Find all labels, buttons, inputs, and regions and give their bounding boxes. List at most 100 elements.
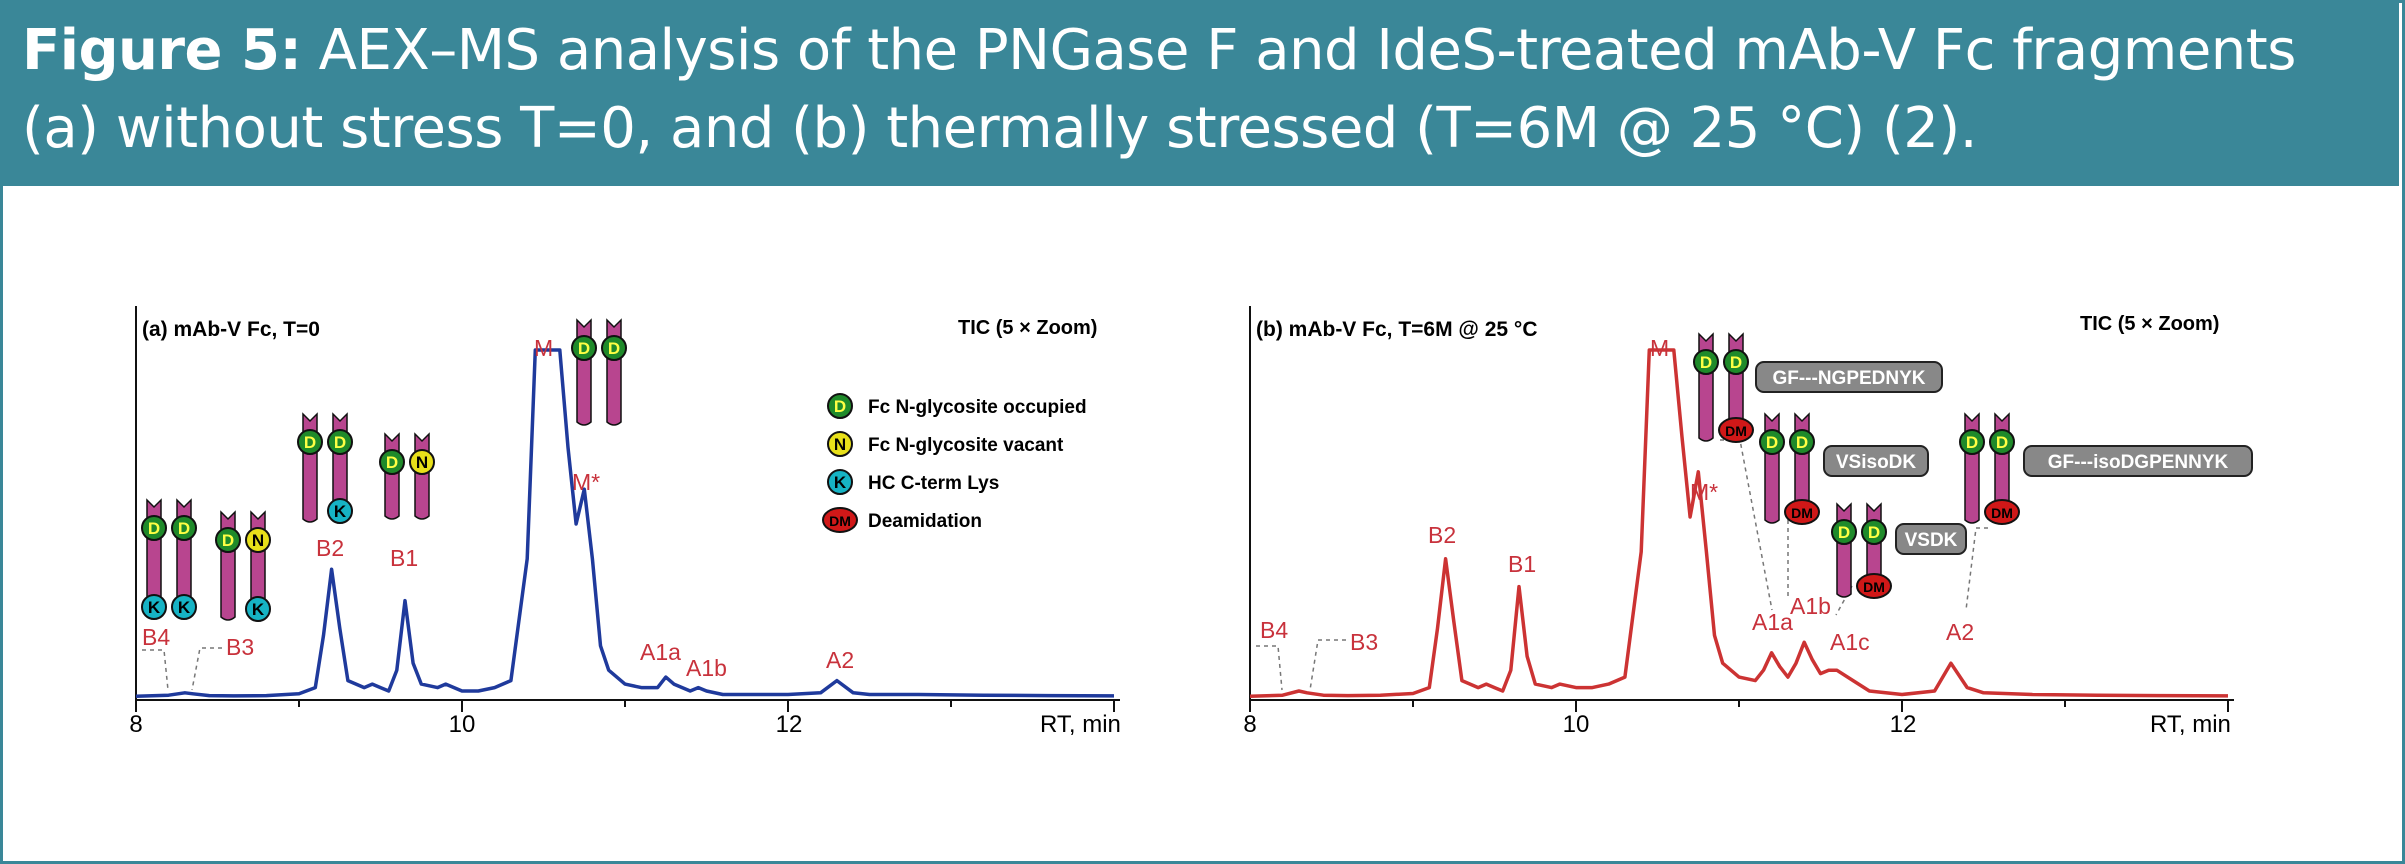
peak-label-mstar-a: M* — [572, 469, 600, 495]
a1a-leader-b — [1720, 439, 1773, 611]
glycan-marker-d — [571, 335, 597, 361]
glycan-marker-letter: D — [178, 519, 190, 538]
figure-caption-text: AEX–MS analysis of the PNGase F and IdeS… — [22, 18, 2296, 161]
glycan-marker-letter: D — [1996, 433, 2008, 452]
glycan-marker-dm — [1718, 417, 1754, 443]
peptide-label: GF---isoDGPENNYK — [2048, 452, 2229, 473]
fc-chain-bar — [384, 432, 400, 520]
glycan-marker-letter: DM — [1791, 505, 1813, 521]
glycan-marker-letter: D — [1868, 523, 1880, 542]
peak-label-b3-a: B3 — [226, 634, 254, 660]
glycan-marker-d — [379, 449, 405, 475]
panel-a-xtick-10: 10 — [449, 711, 476, 738]
peak-label-m-a: M — [534, 335, 553, 361]
glycan-marker-letter: D — [1966, 433, 1978, 452]
glycan-marker-d — [327, 429, 353, 455]
peak-label-m-b: M — [1650, 335, 1669, 361]
panel-b: (b) mAb-V Fc, T=6M @ 25 °C TIC (5 × Zoom… — [1243, 306, 2253, 738]
glycan-marker-n — [245, 527, 271, 553]
glycan-marker-d — [171, 515, 197, 541]
glycan-marker-letter: D — [334, 433, 346, 452]
panel-b-xtick-8: 8 — [1243, 711, 1256, 738]
peak-label-a1b-a: A1b — [686, 655, 727, 681]
glycan-marker-d — [827, 393, 853, 419]
glycan-marker-letter: DM — [829, 513, 851, 529]
glycan-marker-letter: D — [1766, 433, 1778, 452]
peak-label-b2-b: B2 — [1428, 522, 1456, 548]
panel-b-note: TIC (5 × Zoom) — [2080, 313, 2219, 335]
panel-b-trace — [1249, 348, 2229, 699]
peak-label-a1c-b: A1c — [1830, 629, 1870, 655]
glycan-marker-letter: D — [578, 339, 590, 358]
glycan-marker-d — [1831, 519, 1857, 545]
legend-item-text: Deamidation — [868, 511, 982, 532]
panel-a-xtick-12: 12 — [776, 711, 803, 738]
glycan-marker-letter: K — [178, 598, 191, 617]
glycan-marker-d — [1759, 429, 1785, 455]
glycan-marker-d — [1989, 429, 2015, 455]
glycan-marker-letter: D — [386, 453, 398, 472]
a2-leader-b — [1965, 527, 1988, 611]
peak-label-a1a-b: A1a — [1752, 609, 1793, 635]
a1c-leader-b — [1835, 585, 1853, 616]
glycan-marker-letter: K — [148, 598, 161, 617]
glycan-marker-dm — [1984, 499, 2020, 525]
b4-leader-a — [142, 649, 169, 691]
panel-a-xtick-8: 8 — [129, 711, 142, 738]
glycan-marker-dm — [1784, 499, 1820, 525]
panel-a-xlabel: RT, min — [1040, 711, 1121, 738]
glycan-marker-letter: D — [1796, 433, 1808, 452]
glycan-marker-k — [141, 594, 167, 620]
glycan-marker-dm — [1856, 573, 1892, 599]
glycan-marker-d — [1959, 429, 1985, 455]
glycan-marker-d — [1693, 349, 1719, 375]
peptide-label-box — [1755, 361, 1943, 393]
panel-a-note: TIC (5 × Zoom) — [958, 317, 1097, 339]
glycan-marker-letter: D — [304, 433, 316, 452]
glycan-marker-d — [601, 335, 627, 361]
peak-label-a2-b: A2 — [1946, 619, 1974, 645]
peak-label-mstar-b: M* — [1690, 479, 1718, 505]
glycan-marker-letter: D — [834, 397, 846, 416]
b3-leader-b — [1309, 639, 1346, 691]
glycan-marker-letter: K — [834, 473, 847, 492]
legend-item-text: HC C-term Lys — [868, 473, 999, 494]
peptide-label-box — [1823, 445, 1929, 477]
glycan-marker-letter: K — [334, 502, 347, 521]
peak-label-a2-a: A2 — [826, 647, 854, 673]
legend-item-text: Fc N-glycosite vacant — [868, 435, 1064, 456]
glycan-marker-letter: K — [252, 600, 265, 619]
fc-chain-bar — [1836, 502, 1852, 598]
panel-b-title: (b) mAb-V Fc, T=6M @ 25 °C — [1256, 318, 1538, 341]
peak-label-b1-b: B1 — [1508, 551, 1536, 577]
peptide-label-box — [2023, 445, 2253, 477]
glycan-marker-n — [409, 449, 435, 475]
glycan-marker-letter: D — [1700, 353, 1712, 372]
glycan-marker-letter: DM — [1863, 579, 1885, 595]
panel-b-xtick-10: 10 — [1563, 711, 1590, 738]
glycan-marker-k — [327, 498, 353, 524]
peak-label-b3-b: B3 — [1350, 629, 1378, 655]
glycan-marker-letter: N — [252, 531, 264, 550]
glycan-marker-d — [297, 429, 323, 455]
glycan-marker-d — [215, 527, 241, 553]
glycan-marker-letter: D — [148, 519, 160, 538]
glycan-marker-letter: DM — [1725, 423, 1747, 439]
panel-a-trace — [135, 348, 1115, 699]
peak-label-a1a-a: A1a — [640, 639, 681, 665]
legend-item-text: Fc N-glycosite occupied — [868, 397, 1087, 418]
glycan-marker-letter: D — [608, 339, 620, 358]
peptide-label: GF---NGPEDNYK — [1772, 368, 1925, 389]
glycan-marker-d — [1789, 429, 1815, 455]
peptide-label: VSisoDK — [1836, 452, 1917, 473]
figure-caption-bar: Figure 5: AEX–MS analysis of the PNGase … — [0, 0, 2399, 186]
panel-a-title: (a) mAb-V Fc, T=0 — [142, 318, 320, 341]
figure-label: Figure 5: — [22, 18, 302, 83]
panel-b-xlabel: RT, min — [2150, 711, 2231, 738]
glycan-marker-dm — [822, 507, 858, 533]
panel-b-xtick-12: 12 — [1890, 711, 1917, 738]
glycan-marker-d — [1723, 349, 1749, 375]
panel-a: (a) mAb-V Fc, T=0 TIC (5 × Zoom) RT, min… — [129, 306, 1121, 738]
b3-leader-a — [191, 647, 222, 691]
